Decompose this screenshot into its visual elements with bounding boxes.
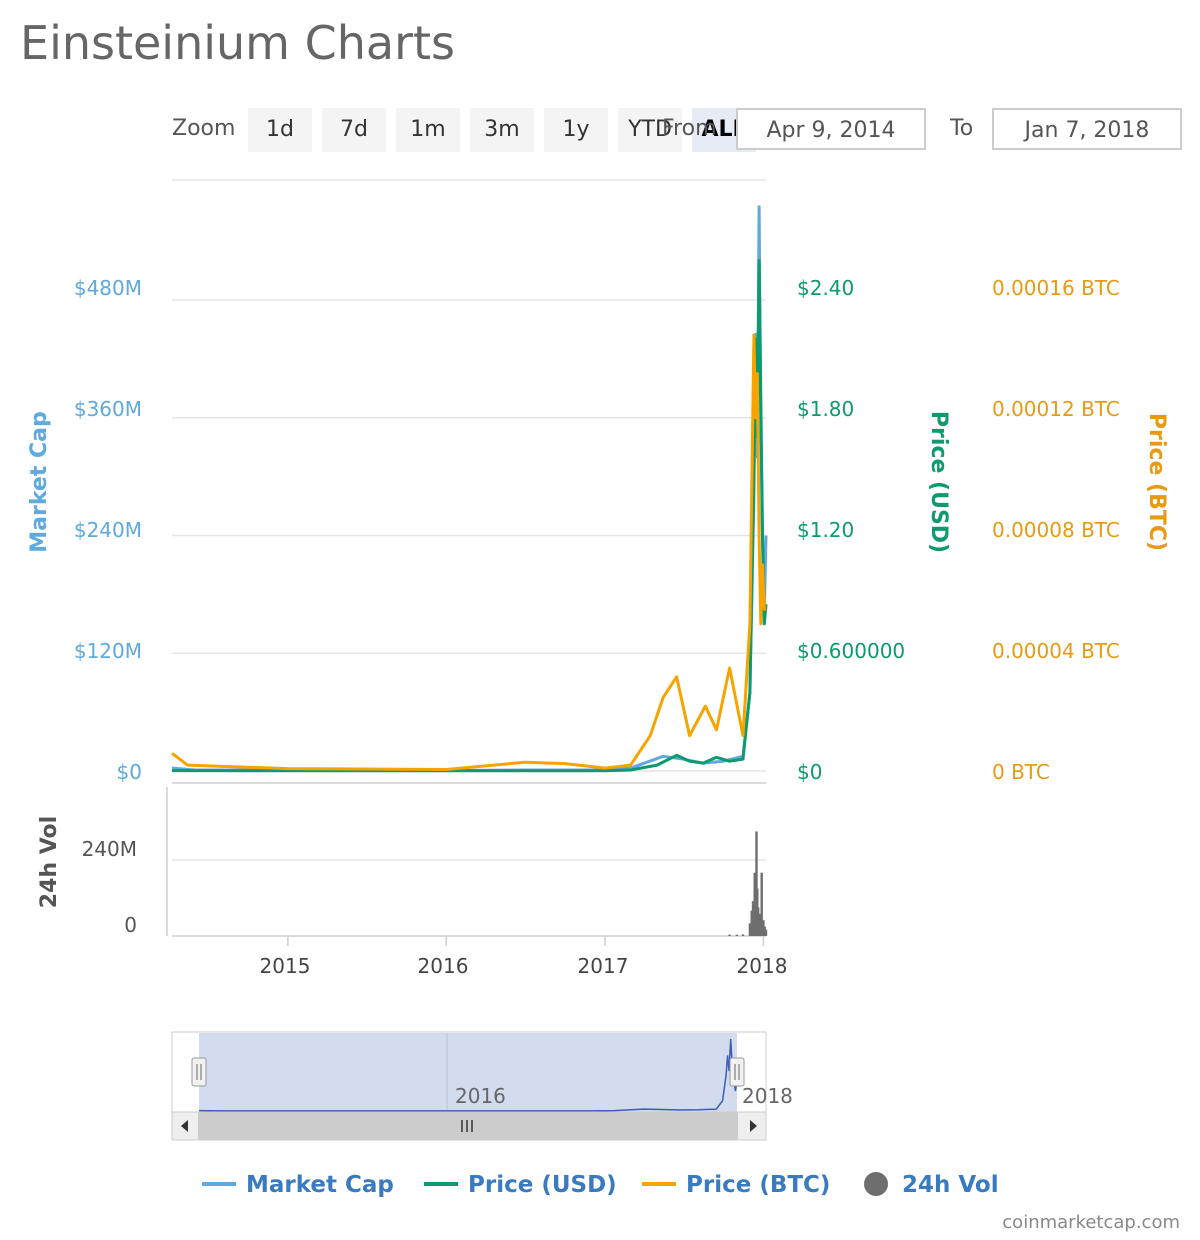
legend-item-market-cap[interactable]: Market Cap xyxy=(202,1172,394,1198)
usd-tick-4: $2.40 xyxy=(797,276,854,300)
navigator-left-handle[interactable] xyxy=(191,1057,207,1087)
volume-bar xyxy=(748,923,752,936)
navigator-label-2018: 2018 xyxy=(742,1084,793,1108)
zoom-1d-button[interactable]: 1d xyxy=(248,108,312,152)
series-layer xyxy=(171,205,768,773)
legend-swatch-price-btc xyxy=(642,1181,676,1186)
volume-bar xyxy=(758,913,762,936)
y-axis-ticks: $0 $120M $240M $360M $480M $0 $0.600000 … xyxy=(74,276,1120,937)
zoom-1m-button[interactable]: 1m xyxy=(396,108,460,152)
usd-tick-1: $0.600000 xyxy=(797,639,905,663)
legend-swatch-market-cap xyxy=(202,1181,236,1186)
volume-bar xyxy=(764,929,768,936)
price-usd-axis-title: Price (USD) xyxy=(926,411,951,553)
mcap-tick-4: $480M xyxy=(74,276,142,300)
volume-bar xyxy=(755,831,758,936)
zoom-ytd-button[interactable]: YTD xyxy=(618,108,682,152)
volume-bar xyxy=(728,934,731,936)
volume-bar xyxy=(735,934,739,936)
btc-tick-3: 0.00012 BTC xyxy=(992,397,1120,421)
vol-tick-0: 0 xyxy=(124,913,137,937)
price-btc-line xyxy=(171,333,766,771)
legend-item-price-usd[interactable]: Price (USD) xyxy=(424,1172,617,1198)
scroll-left-arrow-icon[interactable] xyxy=(181,1120,188,1132)
zoom-label: Zoom xyxy=(172,116,236,141)
usd-tick-0: $0 xyxy=(797,760,822,784)
volume-axis-title: 24h Vol xyxy=(37,816,62,908)
navigator-right-handle[interactable] xyxy=(729,1057,745,1087)
x-tick-2018: 2018 xyxy=(737,954,788,978)
x-tick-2016: 2016 xyxy=(418,954,469,978)
market-cap-line xyxy=(171,205,768,772)
range-to-input[interactable]: Jan 7, 2018 xyxy=(992,108,1182,150)
vol-tick-1: 240M xyxy=(82,837,137,861)
range-from-label: From xyxy=(662,116,717,141)
price-usd-line xyxy=(171,259,768,773)
navigator-selection[interactable] xyxy=(199,1033,737,1112)
price-btc-axis-title: Price (BTC) xyxy=(1144,413,1169,551)
market-cap-axis-title: Market Cap xyxy=(27,411,52,552)
zoom-3m-button[interactable]: 3m xyxy=(470,108,534,152)
legend-item-price-btc[interactable]: Price (BTC) xyxy=(642,1172,830,1198)
mcap-tick-1: $120M xyxy=(74,639,142,663)
scroll-right-arrow-icon[interactable] xyxy=(750,1120,757,1132)
scrollbar-thumb[interactable] xyxy=(198,1112,738,1140)
mcap-tick-3: $360M xyxy=(74,397,142,421)
range-from-input[interactable]: Apr 9, 2014 xyxy=(736,108,926,150)
x-axis-ticks: 2015 2016 2017 2018 xyxy=(260,954,788,978)
range-to-label: To xyxy=(950,116,974,141)
usd-tick-3: $1.80 xyxy=(797,397,854,421)
legend-swatch-price-usd xyxy=(424,1181,458,1186)
zoom-7d-button[interactable]: 7d xyxy=(322,108,386,152)
legend: Market Cap Price (USD) Price (BTC) 24h V… xyxy=(0,1171,1200,1206)
btc-tick-1: 0.00004 BTC xyxy=(992,639,1120,663)
navigator-label-2016: 2016 xyxy=(455,1084,506,1108)
volume-layer xyxy=(728,831,768,936)
credits-link[interactable]: coinmarketcap.com xyxy=(1002,1212,1180,1233)
volume-bar xyxy=(757,907,760,936)
page-title: Einsteinium Charts xyxy=(20,16,455,70)
x-tick-2017: 2017 xyxy=(578,954,629,978)
volume-bar xyxy=(750,910,753,936)
volume-bar xyxy=(763,926,766,936)
legend-item-volume[interactable]: 24h Vol xyxy=(864,1171,999,1198)
zoom-1y-button[interactable]: 1y xyxy=(544,108,608,152)
volume-bar xyxy=(762,920,765,936)
legend-dot-volume xyxy=(864,1171,888,1196)
usd-tick-2: $1.20 xyxy=(797,518,854,542)
btc-tick-4: 0.00016 BTC xyxy=(992,276,1120,300)
btc-tick-2: 0.00008 BTC xyxy=(992,518,1120,542)
x-tick-2015: 2015 xyxy=(260,954,311,978)
volume-bar xyxy=(741,934,745,936)
mcap-tick-0: $0 xyxy=(117,760,142,784)
btc-tick-0: 0 BTC xyxy=(992,760,1050,784)
navigator[interactable]: 2016 2018 xyxy=(171,1031,793,1113)
scrollbar[interactable] xyxy=(171,1111,767,1141)
volume-bar xyxy=(760,872,763,936)
main-grid xyxy=(166,179,766,946)
mcap-tick-2: $240M xyxy=(74,518,142,542)
